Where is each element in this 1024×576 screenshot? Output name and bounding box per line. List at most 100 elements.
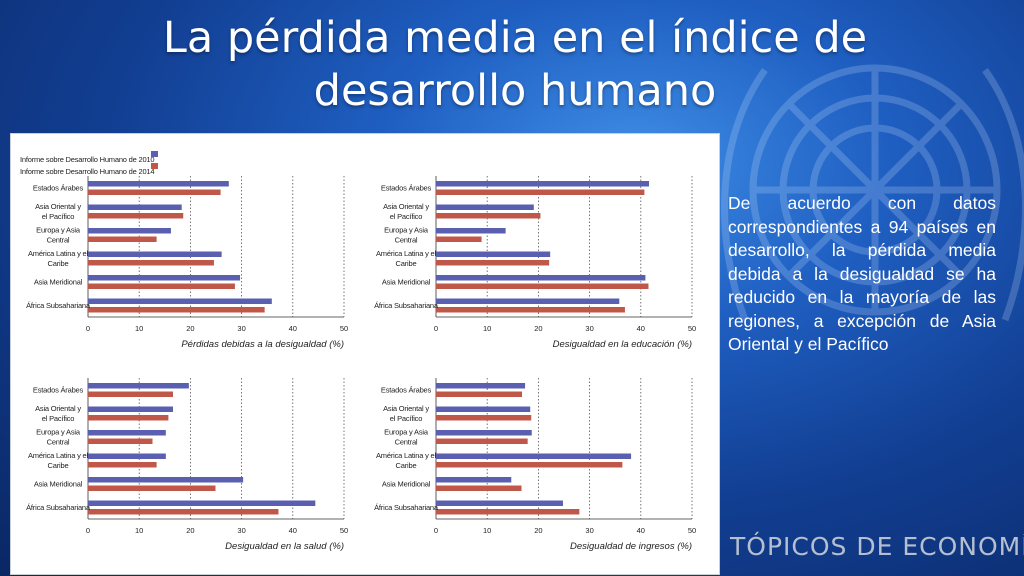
category-label: Asia Oriental y el Pacífico <box>383 404 429 423</box>
category-label-line: el Pacífico <box>390 212 422 221</box>
category-label: África Subsahariana <box>26 301 91 310</box>
bar-2014 <box>436 213 541 219</box>
bar-2010 <box>436 406 531 412</box>
tick-label: 30 <box>585 526 593 535</box>
category-label-line: África Subsahariana <box>26 301 91 310</box>
category-label-line: Caribe <box>48 461 69 470</box>
category-label: América Latina y el Caribe <box>376 451 437 470</box>
x-axis-label: Desigualdad en la salud (%) <box>225 541 344 552</box>
category-label-line: Estados Árabes <box>381 385 432 394</box>
category-label: África Subsahariana <box>374 503 439 512</box>
category-label-line: Asia Oriental y <box>35 404 81 413</box>
category-label-line: Asia Oriental y <box>383 202 429 211</box>
tick-label: 40 <box>637 526 645 535</box>
category-label: Asia Oriental y el Pacífico <box>35 202 81 221</box>
bar-2010 <box>88 453 166 459</box>
x-axis-label: Desigualdad de ingresos (%) <box>570 541 692 552</box>
un-emblem-icon <box>721 64 1024 322</box>
bar-2010 <box>436 251 551 257</box>
category-label: América Latina y el Caribe <box>28 451 89 470</box>
category-label: Estados Árabes <box>381 183 432 192</box>
tick-label: 20 <box>534 526 542 535</box>
category-label-line: África Subsahariana <box>374 301 439 310</box>
category-label-line: el Pacífico <box>390 414 422 423</box>
bar-2010 <box>436 181 649 187</box>
category-label-line: Asia Meridional <box>382 277 431 286</box>
category-label: África Subsahariana <box>374 301 439 310</box>
legend-label-2014: Informe sobre Desarrollo Humano de 2014 <box>20 167 155 176</box>
page-title: La pérdida media en el índice de desarro… <box>162 13 868 116</box>
category-label-line: Asia Oriental y <box>35 202 81 211</box>
bar-2014 <box>436 438 528 444</box>
x-axis-label: Desigualdad en la educación (%) <box>553 339 692 350</box>
bar-2014 <box>436 462 623 468</box>
description-text: De acuerdo con datos correspondientes a … <box>728 193 996 354</box>
bar-2014 <box>436 189 645 195</box>
category-label: Asia Oriental y el Pacífico <box>383 202 429 221</box>
bar-2010 <box>436 500 563 506</box>
bar-2010 <box>436 383 526 389</box>
category-label-line: Europa y Asia <box>384 225 429 234</box>
bar-2014 <box>88 438 153 444</box>
category-label: África Subsahariana <box>26 503 91 512</box>
tick-label: 20 <box>534 324 542 333</box>
bar-2010 <box>88 383 189 389</box>
bar-2010 <box>88 275 241 281</box>
legend-swatch-2014 <box>151 163 158 169</box>
bar-2010 <box>88 181 229 187</box>
tick-label: 10 <box>135 526 143 535</box>
bar-2014 <box>88 307 265 313</box>
category-label-line: Europa y Asia <box>36 427 81 436</box>
category-label: América Latina y el Caribe <box>376 249 437 268</box>
bar-2014 <box>88 415 169 421</box>
category-label: Estados Árabes <box>33 183 84 192</box>
category-label-line: América Latina y el <box>28 451 89 460</box>
category-label: Asia Meridional <box>382 277 431 286</box>
category-label: Asia Meridional <box>382 479 431 488</box>
bar-2014 <box>88 213 184 219</box>
bar-2010 <box>436 204 534 210</box>
tick-label: 40 <box>289 526 297 535</box>
category-label-line: Central <box>47 437 70 446</box>
tick-label: 50 <box>340 526 348 535</box>
category-label-line: Caribe <box>396 259 417 268</box>
tick-label: 40 <box>289 324 297 333</box>
chart-perdidas-desigualdad: Estados Árabes Asia Oriental y el Pacífico… <box>26 176 348 350</box>
category-label: Estados Árabes <box>33 385 84 394</box>
bar-2010 <box>88 251 222 257</box>
x-axis-label: Pérdidas debidas a la desigualdad (%) <box>181 339 344 350</box>
bar-2014 <box>436 283 649 289</box>
bar-2014 <box>88 260 214 266</box>
category-label-line: Estados Árabes <box>33 385 84 394</box>
bar-2010 <box>436 228 506 234</box>
category-label-line: Estados Árabes <box>381 183 432 192</box>
category-label: América Latina y el Caribe <box>28 249 89 268</box>
bar-2010 <box>436 477 512 483</box>
tick-label: 20 <box>186 526 194 535</box>
tick-label: 40 <box>637 324 645 333</box>
category-label-line: América Latina y el <box>376 451 437 460</box>
tick-label: 0 <box>434 324 438 333</box>
tick-label: 20 <box>186 324 194 333</box>
category-label: Asia Oriental y el Pacífico <box>35 404 81 423</box>
bar-2010 <box>88 204 182 210</box>
bar-2010 <box>88 430 166 436</box>
tick-label: 10 <box>483 324 491 333</box>
category-label-line: África Subsahariana <box>26 503 91 512</box>
tick-label: 0 <box>86 526 90 535</box>
chart-desigualdad-educacion: Estados Árabes Asia Oriental y el Pacífico… <box>374 176 696 350</box>
bar-2010 <box>88 228 171 234</box>
tick-label: 50 <box>688 526 696 535</box>
bar-2014 <box>88 189 221 195</box>
bar-2014 <box>88 391 173 397</box>
category-label-line: el Pacífico <box>42 212 74 221</box>
category-label: Europa y Asia Central <box>36 225 81 244</box>
bar-2014 <box>436 485 522 491</box>
bar-2014 <box>436 236 482 242</box>
category-label-line: Caribe <box>396 461 417 470</box>
tick-label: 50 <box>340 324 348 333</box>
category-label-line: Asia Oriental y <box>383 404 429 413</box>
tick-label: 50 <box>688 324 696 333</box>
category-label-line: Central <box>395 235 418 244</box>
bar-2010 <box>88 500 316 506</box>
